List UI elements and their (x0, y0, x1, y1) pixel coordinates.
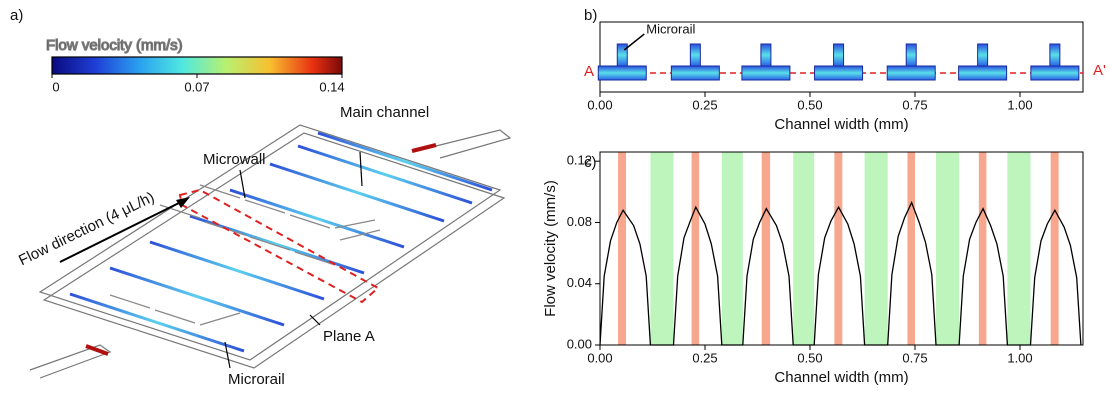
shaded-region (979, 152, 987, 345)
cross-section-rail (906, 44, 916, 66)
cross-section-base (815, 66, 863, 80)
shaded-region (1007, 152, 1030, 345)
leader (360, 152, 362, 186)
y-axis-label: Flow velocity (mm/s) (542, 180, 559, 317)
label: Main channel (340, 104, 429, 121)
shaded-region (936, 152, 959, 345)
shaded-region (618, 152, 626, 345)
y-tick-label: 0.12 (567, 153, 592, 168)
colorbar-tick-label: 0 (52, 79, 59, 94)
inlet (412, 145, 436, 151)
x-tick-label: 1.00 (1007, 97, 1032, 112)
cross-section (598, 44, 646, 80)
label: Flow direction (4 μL/h) (16, 189, 157, 269)
x-axis-label: Channel width (mm) (774, 369, 908, 386)
panel-label: a) (10, 7, 23, 24)
x-axis-label: Channel width (mm) (774, 116, 908, 133)
plane-label: A (584, 63, 594, 80)
cross-section-base (959, 66, 1007, 80)
x-tick-label: 0.50 (797, 97, 822, 112)
cross-section-base (671, 66, 719, 80)
x-tick-label: 0.25 (692, 350, 717, 365)
cross-section-rail (834, 44, 844, 66)
cross-section-rail (1050, 44, 1060, 66)
panel-label: b) (584, 7, 597, 24)
shaded-region (834, 152, 842, 345)
x-tick-label: 0.00 (587, 350, 612, 365)
colorbar-tick-label: 0.07 (184, 79, 209, 94)
label: Plane A (323, 328, 375, 345)
charts: 0 0.07 0.14 0.00 0.25 0.50 0.75 1.00 Channel wid… (52, 21, 1106, 386)
cross-section (742, 44, 790, 80)
x-tick-label: 0.00 (587, 97, 612, 112)
shaded-region (762, 152, 770, 345)
page: a) b) c) Flow velocity (mm/s) Main chann… (0, 0, 1110, 398)
cross-section (671, 44, 719, 80)
shaded-region (650, 152, 673, 345)
shaded-region (907, 152, 915, 345)
cross-section-base (887, 66, 935, 80)
label: Microrail (228, 371, 285, 388)
outlet (86, 346, 108, 354)
cross-section-rail (690, 44, 700, 66)
colorbar (52, 57, 342, 74)
cross-section (887, 44, 935, 80)
x-tick-label: 0.50 (797, 350, 822, 365)
y-tick-label: 0.08 (567, 214, 592, 229)
shaded-region (692, 152, 700, 345)
cross-section-base (1031, 66, 1079, 80)
cross-section-rail (978, 44, 988, 66)
plane-label: A' (1093, 62, 1106, 79)
y-tick-label: 0.04 (567, 275, 592, 290)
cross-section-base (598, 66, 646, 80)
cross-section (959, 44, 1007, 80)
cross-section (815, 44, 863, 80)
annotation: Microrail (646, 21, 695, 36)
cross-section-rail (761, 44, 771, 66)
colorbar-tick-label: 0.14 (319, 79, 344, 94)
x-tick-label: 0.25 (692, 97, 717, 112)
colorbar-title: Flow velocity (mm/s) (46, 37, 183, 54)
x-tick-label: 0.75 (902, 97, 927, 112)
y-tick-label: 0.00 (567, 336, 592, 351)
cross-section-rail (617, 44, 627, 66)
port (30, 130, 510, 378)
schematic: Flow velocity (mm/s) Main channel Microw… (16, 37, 510, 388)
shaded-region (1051, 152, 1059, 345)
x-tick-label: 1.00 (1007, 350, 1032, 365)
x-tick-label: 0.75 (902, 350, 927, 365)
cross-section-base (742, 66, 790, 80)
shaded-region (793, 152, 814, 345)
figure: a) b) c) Flow velocity (mm/s) Main chann… (0, 0, 1110, 398)
shaded-region (865, 152, 888, 345)
shaded-region (722, 152, 743, 345)
label: Microwall (203, 151, 266, 168)
annotation-leader (624, 34, 644, 50)
cross-section (1031, 44, 1079, 80)
